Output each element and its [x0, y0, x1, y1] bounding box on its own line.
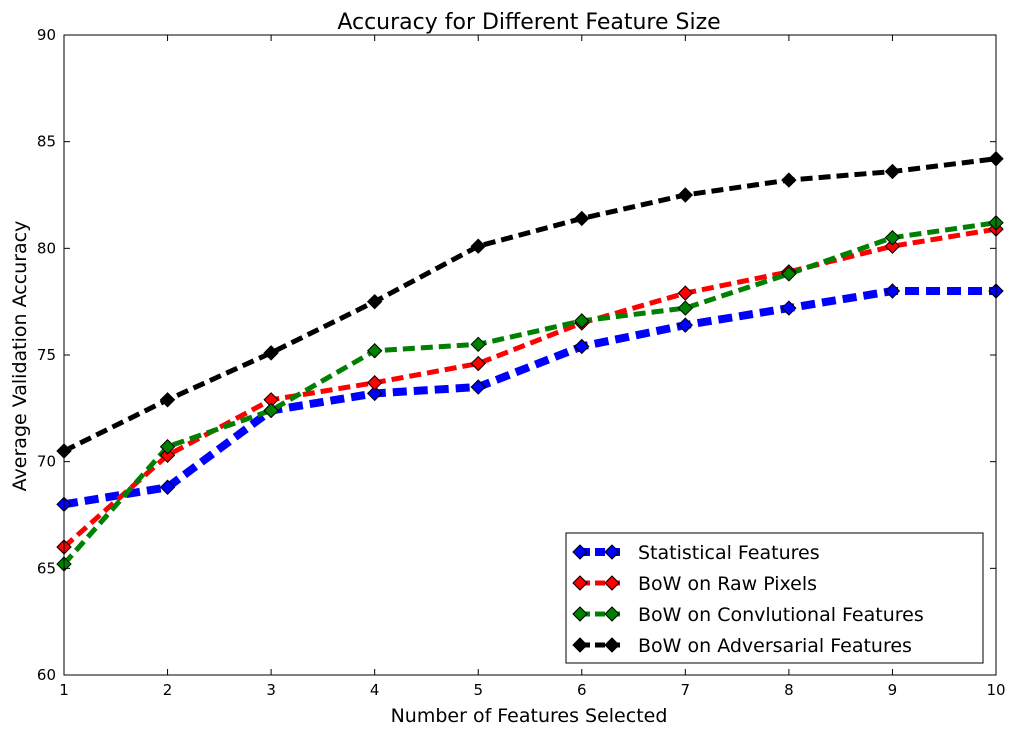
x-tick-label: 10: [986, 681, 1005, 699]
legend-marker: [572, 575, 588, 591]
data-point-marker: [263, 345, 279, 361]
data-point-marker: [677, 317, 694, 333]
data-point-marker: [366, 385, 383, 402]
x-tick-label: 2: [163, 681, 173, 699]
legend-marker: [604, 606, 620, 622]
data-point-marker: [159, 479, 176, 495]
x-tick-label: 5: [473, 681, 483, 699]
legend-marker: [604, 575, 620, 591]
data-point-marker: [781, 266, 797, 282]
series-line-4: [64, 156, 996, 454]
tick-layer: 1 2 3 4 5 6 7 8 9 10 60 65 70 75 80 85 90: [37, 26, 1006, 699]
data-point-marker: [884, 238, 901, 254]
x-tick-label: 8: [784, 681, 794, 699]
x-tick-label: 7: [681, 681, 691, 699]
series-line-3: [64, 220, 996, 566]
marker-layer: [56, 151, 1004, 572]
legend-label: BoW on Convlutional Features: [638, 604, 924, 626]
data-point-marker: [884, 283, 901, 299]
data-point-marker: [884, 229, 901, 246]
data-point-marker: [366, 343, 383, 359]
data-point-marker: [470, 379, 486, 395]
y-tick-label: 90: [37, 26, 56, 44]
chart-title: Accuracy for Different Feature Size: [337, 10, 720, 35]
data-point-marker: [781, 300, 797, 316]
y-axis-label: Average Validation Accuracy: [9, 221, 31, 492]
data-point-marker: [159, 392, 176, 408]
data-point-marker: [677, 285, 694, 301]
data-point-marker: [781, 172, 797, 188]
data-point-marker: [677, 300, 694, 316]
data-point-marker: [574, 313, 590, 329]
y-tick-label: 80: [37, 239, 56, 257]
x-tick-label: 3: [266, 681, 276, 699]
legend: Statistical Features BoW on Raw Pixels BoW…: [565, 532, 984, 664]
data-point-marker: [263, 402, 279, 419]
x-axis-label: Number of Features Selected: [391, 705, 668, 727]
legend-label: BoW on Adversarial Features: [638, 635, 912, 657]
legend-box: [565, 532, 984, 664]
x-tick-label: 4: [370, 681, 380, 699]
data-point-marker: [884, 163, 901, 180]
series-line-2: [64, 226, 996, 549]
x-tick-label: 6: [577, 681, 587, 699]
y-tick-label: 85: [37, 133, 56, 151]
data-point-marker: [366, 375, 383, 391]
data-point-marker: [470, 336, 486, 353]
data-point-marker: [574, 210, 590, 227]
legend-label: Statistical Features: [638, 542, 820, 564]
legend-marker: [604, 544, 620, 560]
y-tick-label: 75: [37, 346, 56, 364]
data-point-marker: [677, 187, 694, 203]
legend-marker: [572, 606, 588, 622]
legend-marker: [604, 637, 620, 653]
data-point-marker: [159, 439, 176, 455]
series-line-1: [64, 287, 996, 509]
data-point-marker: [470, 238, 486, 254]
data-point-marker: [366, 293, 383, 310]
y-tick-label: 60: [37, 666, 56, 684]
legend-label: BoW on Raw Pixels: [638, 573, 817, 595]
legend-marker: [572, 637, 588, 653]
data-point-marker: [574, 338, 590, 355]
y-tick-label: 65: [37, 559, 56, 577]
x-tick-label: 9: [888, 681, 898, 699]
legend-marker: [572, 544, 588, 560]
data-point-marker: [159, 447, 176, 463]
series-layer: [64, 156, 996, 566]
y-tick-label: 70: [37, 453, 56, 471]
data-point-marker: [470, 355, 486, 372]
x-tick-label: 1: [59, 681, 69, 699]
